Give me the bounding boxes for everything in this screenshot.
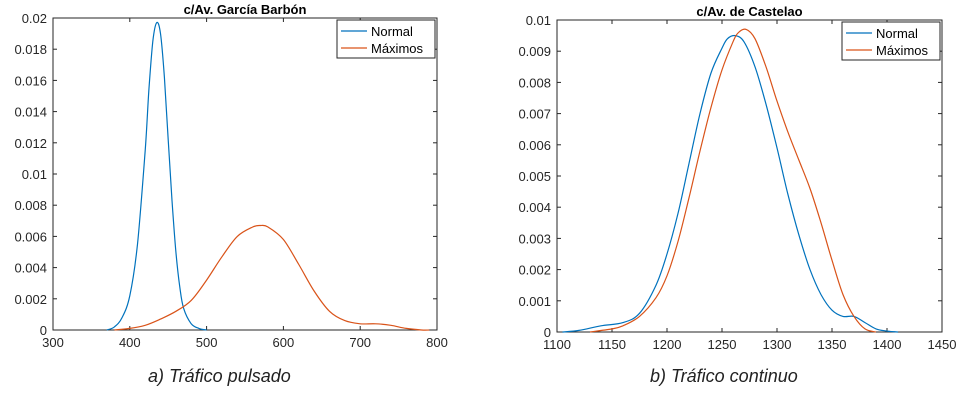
caption-a: a) Tráfico pulsado [148,366,291,386]
y-tick-label: 0.004 [518,200,551,215]
y-tick-label: 0.016 [14,73,47,88]
x-tick-label: 1200 [653,337,682,352]
y-tick-label: 0.006 [518,138,551,153]
legend-label-normal: Normal [876,26,918,41]
y-tick-label: 0.002 [14,292,47,307]
legend-box [336,19,436,59]
x-tick-label: 700 [349,335,371,350]
legend-label-maximos: Máximos [876,43,929,58]
plot-area [556,19,943,333]
chart-title: c/Av. de Castelao [696,4,802,19]
x-tick-label: 1300 [763,337,792,352]
y-tick-label: 0.014 [14,105,47,120]
x-tick-label: 1100 [543,337,571,352]
x-tick-label: 600 [273,335,295,350]
x-tick-label: 1350 [818,337,847,352]
y-tick-label: 0.002 [518,263,551,278]
y-tick-label: 0.008 [14,198,47,213]
y-tick-label: 0.018 [14,42,47,57]
legend-label-maximos: Máximos [371,41,424,56]
x-tick-label: 1450 [928,337,957,352]
y-tick-label: 0.008 [518,75,551,90]
y-tick-label: 0 [544,325,551,340]
x-tick-label: 400 [119,335,141,350]
x-tick-label: 1400 [873,337,902,352]
x-tick-label: 500 [196,335,218,350]
x-tick-label: 1250 [708,337,737,352]
series-line-normal [106,21,207,331]
x-tick-label: 300 [42,335,64,350]
y-tick-label: 0.003 [518,231,551,246]
series-line-normal [562,34,899,333]
y-tick-label: 0 [40,323,47,338]
x-tick-label: 800 [426,335,448,350]
y-tick-label: 0.01 [526,13,551,28]
x-tick-label: 1150 [598,337,626,352]
y-tick-label: 0.006 [14,229,47,244]
y-tick-label: 0.02 [22,11,47,26]
legend: Normal Máximos [841,21,941,61]
legend: Normal Máximos [336,19,436,59]
legend-box [841,21,941,61]
y-tick-label: 0.004 [14,261,47,276]
series-line-maximos [589,28,877,333]
y-tick-label: 0.001 [518,294,551,309]
y-tick-label: 0.005 [518,169,551,184]
plot-area [52,17,438,331]
y-tick-label: 0.01 [22,167,47,182]
chart-a: 300 400 500 600 700 800 0 0.002 0.004 0.006 0.008 0… [14,2,447,350]
y-tick-label: 0.009 [518,44,551,59]
y-tick-label: 0.012 [14,136,47,151]
legend-label-normal: Normal [371,24,413,39]
caption-b: b) Tráfico continuo [650,366,798,386]
chart-title: c/Av. García Barbón [184,2,307,17]
chart-b: 1100 1150 1200 1250 1300 1350 1400 1450 0 0.001 0.… [518,4,956,352]
series-line-maximos [114,224,430,331]
y-tick-label: 0.007 [518,107,551,122]
